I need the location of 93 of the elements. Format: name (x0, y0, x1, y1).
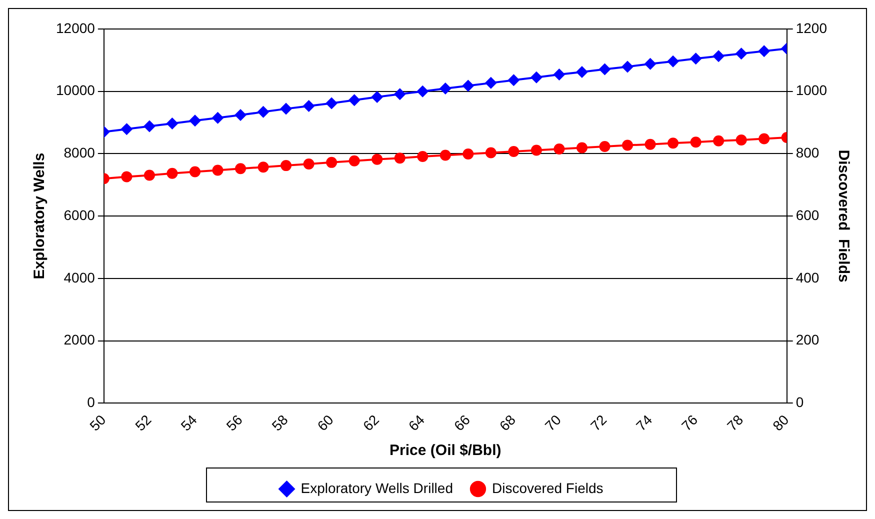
point (257, 106, 270, 118)
point (712, 50, 725, 62)
point (371, 90, 384, 103)
point (644, 58, 656, 70)
x-tick-label: 50 (86, 411, 109, 434)
point (758, 45, 770, 58)
x-tick-label: 66 (450, 411, 474, 434)
point (508, 74, 520, 86)
point (326, 156, 338, 168)
point (348, 155, 360, 166)
point (417, 151, 428, 162)
y-tick-label: 4000 (64, 269, 96, 286)
point (440, 150, 451, 161)
y2-tick-label: 200 (796, 332, 820, 348)
point (143, 120, 156, 132)
point (530, 144, 542, 156)
x-tick-label: 52 (132, 411, 154, 434)
y-tick-label: 10000 (56, 82, 96, 98)
point (416, 85, 429, 98)
point (372, 154, 383, 165)
point (554, 144, 565, 155)
point (212, 164, 224, 176)
legend-label: Discovered Fields (492, 480, 604, 496)
point (713, 135, 724, 146)
y2-tick-label: 0 (796, 394, 804, 410)
point (622, 60, 634, 73)
point (690, 136, 702, 148)
x-tick-label: 80 (769, 411, 792, 434)
point (188, 114, 201, 127)
point (166, 117, 178, 130)
point (348, 94, 360, 106)
point (189, 166, 200, 178)
y2-tick-label: 600 (796, 206, 820, 223)
x-tick-label: 56 (223, 411, 246, 434)
x-tick-label: 72 (587, 411, 610, 434)
point (508, 146, 520, 158)
y2-tick-label: 800 (796, 144, 820, 161)
point (484, 76, 497, 89)
point (736, 134, 747, 146)
point (462, 148, 474, 160)
x-tick-label: 58 (268, 411, 292, 434)
x-tick-label: 64 (405, 411, 428, 434)
point (234, 109, 247, 122)
point (644, 138, 656, 150)
point (121, 171, 132, 182)
x-tick-label: 54 (178, 411, 200, 434)
y2-tick-label: 1200 (796, 20, 828, 36)
x-axis-title: Price (Oil $/Bbl) (390, 442, 502, 460)
point (599, 141, 610, 152)
point (258, 162, 269, 173)
point (166, 168, 178, 179)
x-tick-label: 78 (724, 411, 746, 434)
y2-tick-label: 400 (796, 269, 820, 286)
x-tick-label: 62 (360, 411, 382, 434)
point (667, 55, 680, 68)
point (303, 158, 314, 170)
point (576, 142, 588, 154)
point (120, 123, 133, 136)
point (280, 160, 292, 172)
point (394, 152, 406, 164)
point (280, 102, 292, 115)
point (462, 80, 474, 92)
point (394, 88, 406, 100)
point (144, 170, 155, 181)
point (690, 52, 702, 65)
x-tick-label: 70 (542, 411, 564, 434)
point (302, 100, 315, 112)
y2-tick-label: 1000 (796, 82, 828, 98)
point (576, 66, 588, 78)
point (598, 63, 611, 76)
x-tick-label: 76 (678, 411, 701, 434)
y-tick-label: 6000 (64, 206, 96, 223)
y-tick-label: 8000 (64, 144, 96, 161)
point (530, 71, 542, 84)
legend-label: Exploratory Wells Drilled (300, 480, 453, 496)
point (485, 147, 496, 158)
point (622, 140, 634, 151)
y-tick-label: 12000 (56, 20, 96, 36)
y-axis-title: Exploratory Wells (31, 152, 48, 280)
point (735, 48, 748, 60)
point (235, 163, 246, 174)
x-tick-label: 60 (314, 411, 337, 434)
x-tick-label: 68 (496, 411, 519, 434)
y-tick-label: 0 (87, 394, 96, 410)
point (326, 97, 338, 110)
point (668, 138, 679, 149)
point (212, 112, 224, 124)
point (553, 68, 566, 81)
point (758, 133, 770, 144)
y-tick-label: 2000 (64, 332, 96, 348)
point (439, 82, 452, 95)
y2-axis-title: Discovered Fields (834, 150, 852, 282)
x-tick-label: 74 (632, 411, 656, 434)
